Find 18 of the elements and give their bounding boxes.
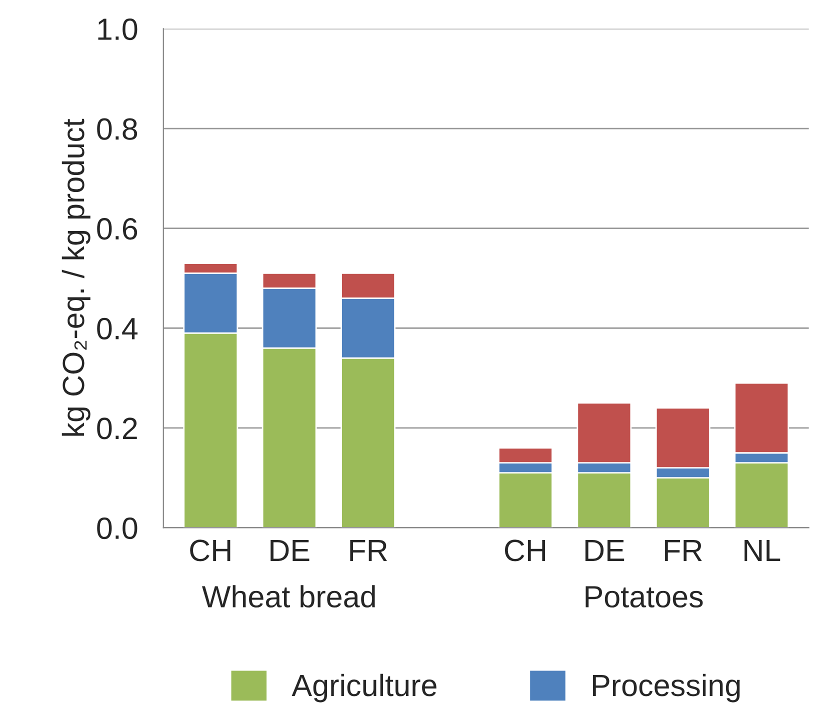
x-tick-label: DE [585,540,624,561]
y-tick-label: 0.6 [97,218,138,240]
legend-label: Agriculture [292,674,436,702]
x-tick-label: CH [190,540,230,562]
x-tick-label: CH [504,540,546,562]
text: Wheat bread [202,585,375,608]
x-tick-label: FR [350,540,387,561]
x-tick-label: FR [665,540,702,561]
y-tick-label: 0.4 [97,318,138,340]
x-tick-label: DE [270,540,310,561]
y-tick-label: 1.0 [98,18,138,40]
y-tick-label: 0.2 [97,418,137,440]
x-tick-label: NL [744,540,780,561]
y-tick-label: 0.8 [97,118,138,140]
y-axis-title: kg CO₂-eq. / kg product [62,118,90,436]
y-tick-label: 0.0 [97,517,138,540]
text: Potatoes [586,586,703,608]
legend-label: Processing [593,674,740,702]
